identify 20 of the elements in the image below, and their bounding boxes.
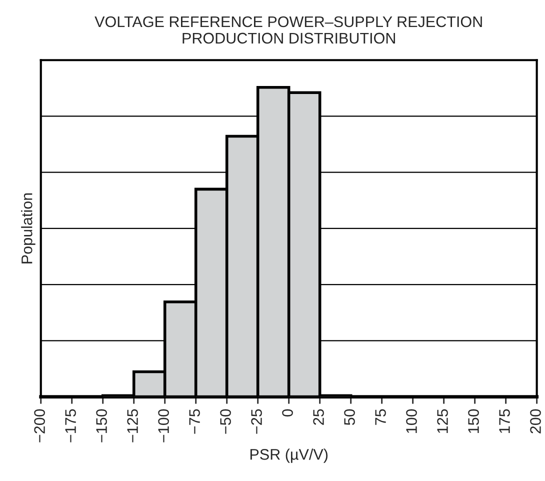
x-tick-label: 125 [437,409,448,433]
x-tick-label: 25 [313,409,324,425]
x-tick-label: −25 [251,409,262,434]
x-tick-label: −175 [65,409,76,442]
x-tick-label: 0 [282,409,293,417]
x-tick-label: 200 [530,409,541,434]
x-tick-label: 150 [468,409,479,433]
y-axis-title: Population [21,193,36,264]
chart-title: VOLTAGE REFERENCE POWER–SUPPLY REJECTION PRODUCTION DISTRIBUTION [94,16,482,44]
x-tick-label: −75 [189,409,200,434]
x-tick-label: 100 [406,409,417,433]
x-tick-label: −50 [220,409,231,434]
x-tick-label: −150 [96,409,107,442]
x-tick-label: 75 [375,409,386,425]
x-tick-label: −100 [158,409,169,442]
x-axis-title: PSR (µV/V) [250,448,328,463]
x-tick-label: 175 [499,409,510,433]
x-tick-label: −125 [127,409,138,442]
x-tick-label: 50 [344,409,355,426]
x-tick-label: −200 [34,409,45,442]
